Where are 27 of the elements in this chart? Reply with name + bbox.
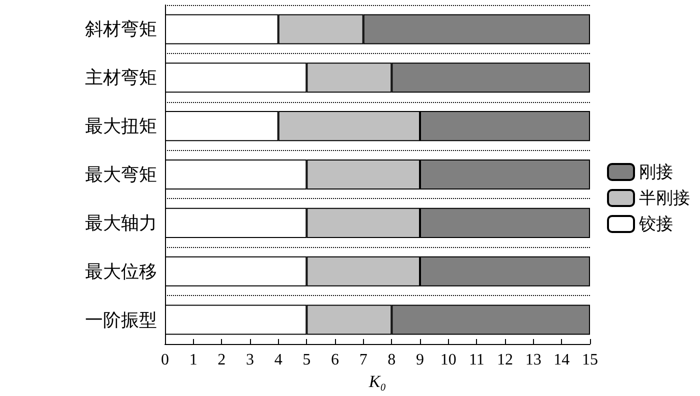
x-tick-label: 11 <box>468 352 484 368</box>
x-tick-label: 5 <box>302 352 311 368</box>
x-tick-label: 4 <box>274 352 282 368</box>
legend-label: 半刚接 <box>639 188 690 208</box>
x-tick-label: 0 <box>161 352 169 368</box>
x-tick-label: 14 <box>554 352 570 368</box>
legend-label: 铰接 <box>638 214 673 234</box>
x-tick-label: 10 <box>440 352 456 368</box>
legend-label: 刚接 <box>639 162 673 182</box>
x-tick-label: 8 <box>388 352 396 368</box>
y-tick-label: 主材弯矩 <box>85 68 157 88</box>
x-tick-label: 12 <box>497 352 513 368</box>
y-tick-label: 最大扭矩 <box>85 116 157 136</box>
x-tick-label: 1 <box>189 352 198 368</box>
x-tick-label: 9 <box>416 352 424 368</box>
x-tick-label: 15 <box>582 352 598 368</box>
x-tick-label: 2 <box>218 352 226 368</box>
y-tick-label: 最大轴力 <box>85 212 157 233</box>
y-tick-label: 最大位移 <box>85 261 157 282</box>
y-tick-label: 一阶振型 <box>85 310 157 330</box>
y-tick-label: 斜材弯矩 <box>85 19 157 40</box>
x-tick-label: 3 <box>246 352 254 368</box>
x-axis-title: K₀ <box>368 372 386 391</box>
x-tick-label: 6 <box>331 352 339 368</box>
x-tick-label: 7 <box>359 352 368 368</box>
x-tick-label: 13 <box>525 352 542 368</box>
y-tick-label: 最大弯矩 <box>85 164 157 184</box>
